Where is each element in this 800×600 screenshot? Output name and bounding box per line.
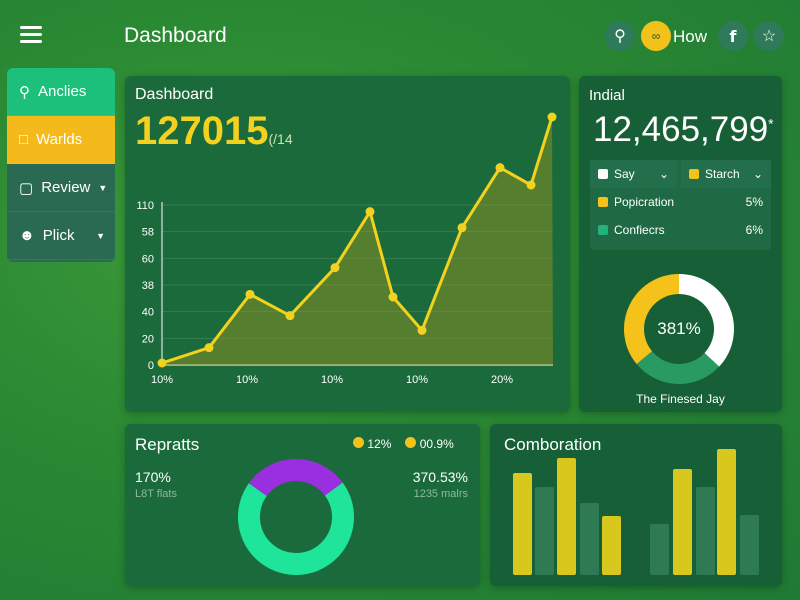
bar-chart — [513, 449, 759, 575]
main-value: 127015(/14 — [135, 109, 293, 153]
sidebar-item-review[interactable]: ▢ Review ▼ — [7, 164, 115, 212]
sidebar-item-label: Review — [41, 179, 91, 196]
sidebar-item-label: Warlds — [36, 131, 83, 148]
comboration-card: Comboration — [490, 424, 782, 586]
chevron-down-icon: ▼ — [98, 182, 108, 193]
donut-segment — [248, 459, 343, 497]
donut-caption: The Finesed Jay — [636, 392, 725, 406]
starch-dropdown[interactable]: Starch ⌄ — [681, 160, 771, 188]
data-point — [245, 289, 255, 299]
legend-row: Popicration 5% — [590, 188, 771, 216]
y-tick-label: 38 — [142, 280, 154, 292]
screen-icon: ▢ — [19, 179, 34, 197]
card-title: Comboration — [504, 435, 602, 454]
data-point — [388, 292, 398, 302]
sidebar-item-plick[interactable]: ☻ Plick ▼ — [7, 212, 115, 260]
bar — [580, 503, 599, 575]
page-title: Dashboard — [124, 24, 227, 47]
x-tick-label: 20% — [491, 374, 513, 386]
x-tick-label: 10% — [151, 374, 173, 386]
donut-chart — [624, 274, 734, 384]
card-title: Repratts — [135, 435, 200, 454]
chevron-down-icon: ⌄ — [658, 167, 669, 181]
sidebar-item-warlds[interactable]: □ Warlds — [7, 116, 115, 164]
data-point — [157, 358, 167, 368]
y-tick-label: 58 — [142, 227, 154, 239]
bar — [717, 449, 736, 575]
data-point — [417, 325, 427, 335]
data-point — [457, 223, 467, 233]
chevron-down-icon: ▼ — [96, 230, 105, 241]
monitor-icon: □ — [19, 131, 29, 148]
sidebar: ⚲ Anclies □ Warlds ▢ Review ▼ ☻ Plick ▼ — [7, 68, 115, 262]
sidebar-item-label: Anclies — [38, 83, 87, 100]
data-point — [526, 180, 536, 190]
how-link[interactable]: How — [673, 27, 708, 46]
line-chart: 0 20 40 38 60 58 110 10% 10% 10% 10% 20% — [136, 112, 557, 386]
legend-box: Say ⌄ Starch ⌄ Popicration 5% Confiecrs 6% — [590, 160, 771, 250]
legend-row: Confiecrs 6% — [590, 216, 771, 244]
facebook-icon[interactable]: f — [718, 21, 748, 51]
legend: 12% 00.9% — [353, 437, 454, 451]
menu-icon[interactable] — [20, 26, 42, 44]
reports-card: Repratts 12% 00.9% 170% L8T flats 370.53… — [125, 424, 480, 586]
data-point — [285, 311, 295, 321]
main-value-suffix: (/14 — [268, 131, 293, 147]
donut-segment — [624, 274, 680, 365]
y-tick-label: 110 — [136, 200, 154, 212]
dashboard-card: Dashboard 127015(/14 0 20 40 38 60 58 110 10% 10… — [125, 76, 570, 412]
user-icon: ☻ — [19, 227, 35, 244]
donut-segment — [678, 274, 734, 367]
x-tick-label: 10% — [406, 374, 428, 386]
x-tick-label: 10% — [321, 374, 343, 386]
bar — [673, 469, 692, 575]
sidebar-item-anclies[interactable]: ⚲ Anclies — [7, 68, 115, 116]
x-tick-label: 10% — [236, 374, 258, 386]
donut-segment — [636, 350, 720, 384]
left-value: 170% — [135, 469, 171, 485]
data-point — [495, 163, 505, 173]
y-tick-label: 0 — [148, 360, 154, 372]
star-icon[interactable]: ☆ — [754, 21, 784, 51]
chevron-down-icon: ⌄ — [752, 167, 763, 181]
y-tick-label: 60 — [142, 253, 154, 265]
card-title: Indial — [589, 87, 625, 104]
bar — [696, 487, 715, 575]
say-dropdown[interactable]: Say ⌄ — [590, 160, 677, 188]
line-series — [161, 116, 554, 365]
bar — [535, 487, 554, 575]
left-label: L8T flats — [135, 488, 177, 500]
bar — [740, 515, 759, 575]
data-point — [204, 343, 214, 353]
data-point — [365, 207, 375, 217]
link-icon[interactable]: ∞ — [641, 21, 671, 51]
india-value: 12,465,799* — [593, 110, 774, 149]
bar — [513, 473, 532, 575]
search-icon[interactable]: ⚲ — [605, 21, 635, 51]
bar — [602, 516, 621, 575]
india-card: Indial 12,465,799* Say ⌄ Starch ⌄ Popicrat… — [579, 76, 782, 412]
search-icon: ⚲ — [19, 83, 30, 101]
data-point — [330, 263, 340, 273]
y-tick-label: 20 — [142, 333, 154, 345]
bar — [557, 458, 576, 575]
card-title: Dashboard — [135, 86, 214, 103]
sidebar-item-label: Plick — [42, 227, 75, 244]
bar — [650, 524, 669, 575]
right-label: 1235 malrs — [413, 488, 468, 500]
right-value: 370.53% — [412, 469, 468, 485]
data-point — [547, 112, 557, 122]
donut-segment — [238, 482, 354, 575]
reports-donut — [238, 459, 354, 575]
line-area — [162, 117, 553, 365]
y-tick-label: 40 — [142, 307, 154, 319]
donut-center-value: 381% — [657, 319, 701, 338]
